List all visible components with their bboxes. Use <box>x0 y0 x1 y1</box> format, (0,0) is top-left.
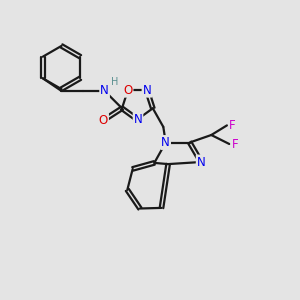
Text: O: O <box>123 84 133 97</box>
Text: N: N <box>142 84 151 97</box>
Text: O: O <box>99 114 108 127</box>
Text: N: N <box>161 136 170 149</box>
Text: N: N <box>134 113 142 126</box>
Text: F: F <box>229 119 236 132</box>
Text: F: F <box>231 137 238 151</box>
Text: N: N <box>197 155 206 169</box>
Text: N: N <box>100 84 109 98</box>
Text: H: H <box>111 77 119 87</box>
